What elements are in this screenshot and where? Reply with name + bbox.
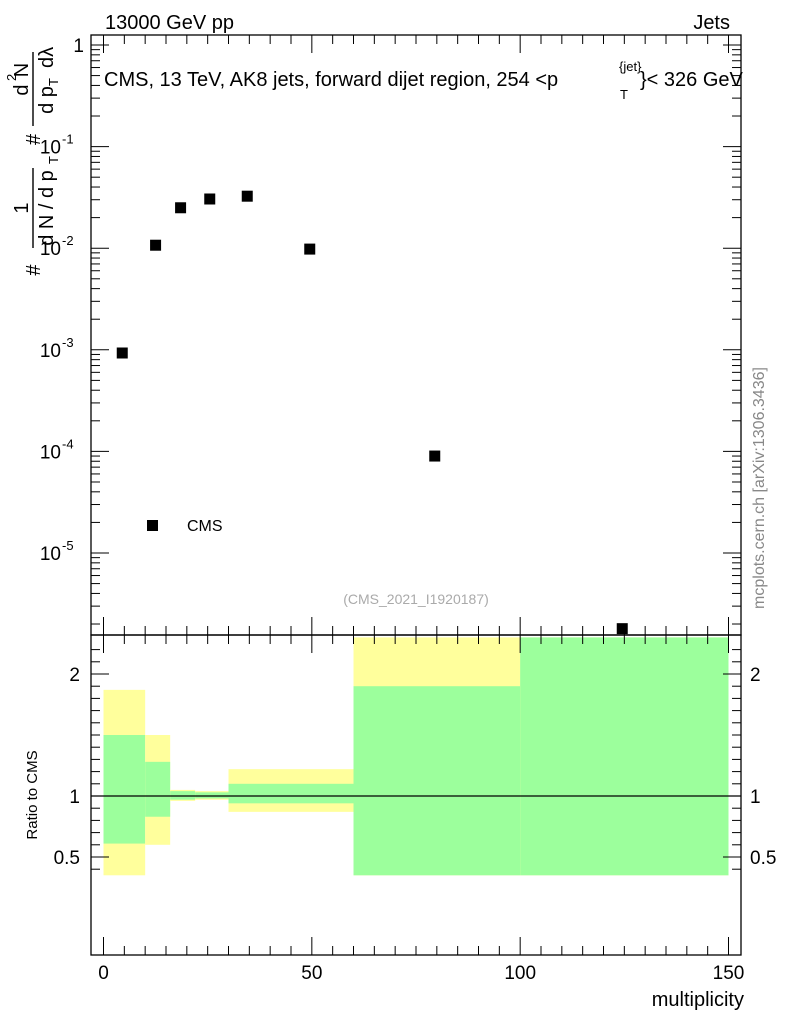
main-y-tick-label: 10	[40, 239, 61, 260]
cms-data-point	[304, 243, 316, 255]
main-y-tick-label: 10	[40, 138, 61, 159]
main-y-tick-exponent: -5	[62, 538, 74, 553]
cms-data-point	[150, 239, 162, 251]
plot-title-superscript: {jet}	[619, 59, 642, 74]
svg-text:#: #	[23, 133, 45, 145]
main-y-tick-label: 10	[40, 442, 61, 463]
svg-text:2: 2	[4, 74, 19, 81]
watermark: mcplots.cern.ch [arXiv:1306.3436]	[751, 367, 768, 609]
svg-text:d N / d p: d N / d p	[36, 170, 58, 246]
ratio-x-tick-labels: 0 50 100 150	[98, 963, 744, 984]
svg-text:#: #	[23, 264, 45, 276]
ratio-y-axis-label: Ratio to CMS	[24, 750, 41, 839]
cms-data-point	[616, 623, 628, 635]
x-tick-label: 150	[713, 963, 745, 984]
svg-text:T: T	[46, 156, 61, 164]
main-y-tick-label: 10	[40, 544, 61, 565]
x-tick-label: 100	[504, 963, 536, 984]
main-axis-ticks	[91, 35, 741, 635]
svg-text:N: N	[11, 63, 33, 77]
ratio-band-inner	[520, 637, 729, 876]
cms-data-point	[241, 190, 253, 202]
legend-label: CMS	[187, 518, 223, 535]
ratio-axis-ticks	[91, 635, 741, 955]
main-y-tick-labels: 110-110-210-310-410-5	[40, 36, 84, 565]
ratio-y-tick-label: 0.5	[54, 848, 80, 869]
svg-text:d: d	[11, 84, 33, 95]
cms-data-point	[116, 347, 128, 359]
x-tick-label: 0	[98, 963, 109, 984]
analysis-id: (CMS_2021_I1920187)	[343, 591, 489, 607]
plot-title-subscript: T	[620, 87, 628, 102]
svg-text:d p: d p	[36, 86, 58, 114]
x-axis-label: multiplicity	[652, 989, 744, 1011]
main-y-tick-exponent: -2	[62, 233, 74, 248]
main-plot-frame	[90, 34, 742, 636]
ratio-band-inner	[228, 783, 354, 804]
cms-data-point	[175, 202, 187, 214]
main-y-axis-label: # 1 d N / d p T # d 2 N d p T dλ	[4, 47, 61, 276]
main-y-tick-exponent: -4	[62, 436, 74, 451]
main-y-tick-label: 10	[40, 341, 61, 362]
header-left: 13000 GeV pp	[105, 12, 234, 34]
ratio-y-tick-label-right: 1	[750, 787, 761, 808]
ratio-y-tick-label-right: 0.5	[750, 848, 776, 869]
header-right: Jets	[693, 12, 730, 34]
svg-text:dλ: dλ	[36, 47, 58, 68]
plot-title-main: CMS, 13 TeV, AK8 jets, forward dijet reg…	[104, 69, 558, 91]
ratio-y-tick-label: 1	[69, 787, 80, 808]
ratio-bands	[103, 637, 729, 876]
plot-title: CMS, 13 TeV, AK8 jets, forward dijet reg…	[104, 69, 558, 91]
legend-marker	[147, 520, 158, 531]
cms-data-point	[429, 450, 441, 462]
ratio-y-tick-label: 2	[69, 665, 80, 686]
ratio-y-tick-label-right: 2	[750, 665, 761, 686]
ratio-band-inner	[103, 735, 146, 844]
svg-text:T: T	[46, 78, 61, 86]
main-data-points	[116, 190, 628, 635]
ratio-y-tick-labels: 0.5 0.5 1 1 2 2	[54, 665, 777, 869]
cms-data-point	[204, 193, 216, 205]
plot-title-tail: }< 326 GeV	[640, 69, 744, 91]
main-y-tick-exponent: -3	[62, 335, 74, 350]
svg-text:1: 1	[11, 202, 33, 213]
main-y-tick-label: 1	[73, 36, 84, 57]
main-y-tick-exponent: -1	[62, 132, 74, 147]
ratio-band-inner	[353, 686, 521, 876]
ratio-band-inner	[145, 761, 171, 817]
x-tick-label: 50	[301, 963, 322, 984]
